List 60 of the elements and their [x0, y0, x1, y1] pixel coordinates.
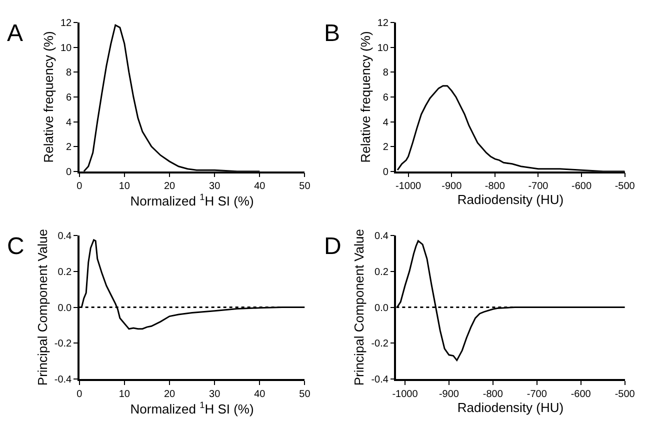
- x-tick-label: -600: [572, 181, 592, 192]
- y-tick-label: 6: [66, 92, 72, 104]
- x-tick-label: 20: [164, 181, 176, 192]
- x-tick-label: 30: [209, 181, 221, 192]
- y-axis-title: Relative frequency (%): [40, 31, 56, 163]
- y-tick-label: 0: [66, 166, 72, 178]
- y-tick-label: 0.4: [374, 230, 389, 242]
- y-tick-label: 8: [66, 68, 72, 79]
- x-axis-title: Radiodensity (HU): [457, 192, 564, 208]
- x-axis-title: Radiodensity (HU): [457, 400, 564, 416]
- y-tick-label: 12: [377, 18, 389, 30]
- y-axis-title: Principal Component Value: [34, 229, 50, 386]
- x-tick-label: -800: [484, 181, 506, 192]
- x-tick-label: -1000: [396, 181, 422, 192]
- x-tick-label: -500: [614, 181, 636, 192]
- y-tick-label: -0.2: [371, 338, 389, 350]
- chart-title: B: [324, 20, 340, 47]
- y-tick-label: 12: [60, 18, 72, 30]
- y-axis-title: Relative frequency (%): [358, 31, 373, 163]
- x-tick-label: 40: [254, 181, 266, 192]
- y-tick-label: -0.4: [54, 374, 72, 386]
- x-tick-label: 50: [299, 181, 311, 192]
- x-axis-title: Normalized $^{1}$H SI (%): [130, 192, 254, 209]
- y-tick-label: 10: [377, 42, 389, 54]
- chart-title: C: [7, 233, 24, 260]
- y-tick-label: 0.4: [58, 230, 72, 242]
- y-tick-label: 6: [382, 92, 389, 104]
- y-tick-label: 0.2: [374, 266, 389, 278]
- y-tick-label: 0: [382, 166, 389, 178]
- x-tick-label: 10: [118, 388, 130, 400]
- x-tick-label: -500: [614, 388, 636, 400]
- y-tick-label: 8: [382, 68, 389, 79]
- x-tick-label: 40: [254, 388, 266, 400]
- y-tick-label: 2: [66, 142, 72, 154]
- y-tick-label: -0.4: [371, 374, 389, 386]
- chart-title: A: [7, 20, 24, 47]
- y-tick-label: 0.2: [58, 266, 72, 278]
- x-tick-label: 0: [76, 181, 83, 192]
- y-tick-label: 2: [382, 142, 389, 154]
- x-tick-label: -900: [442, 181, 462, 192]
- x-tick-label: -700: [528, 181, 549, 192]
- y-tick-label: 4: [66, 117, 72, 128]
- x-tick-label: 20: [164, 388, 176, 400]
- x-tick-label: 50: [299, 388, 311, 400]
- x-axis-title: Normalized $^{1}$H SI (%): [130, 400, 254, 416]
- y-tick-label: 0.0: [374, 302, 389, 314]
- y-tick-label: -0.2: [54, 338, 72, 350]
- x-tick-label: -600: [570, 388, 592, 400]
- y-tick-label: 10: [60, 42, 72, 54]
- x-tick-label: -800: [482, 388, 504, 400]
- y-axis-title: Principal Component Value: [352, 229, 367, 386]
- x-tick-label: -700: [526, 388, 548, 400]
- x-tick-label: -900: [438, 388, 460, 400]
- y-tick-label: 4: [382, 117, 389, 128]
- x-tick-label: 0: [76, 388, 83, 400]
- x-tick-label: -1000: [392, 388, 418, 400]
- x-tick-label: 10: [118, 181, 130, 192]
- chart-title: D: [324, 233, 342, 260]
- y-tick-label: 0.0: [58, 302, 72, 314]
- x-tick-label: 30: [209, 388, 221, 400]
